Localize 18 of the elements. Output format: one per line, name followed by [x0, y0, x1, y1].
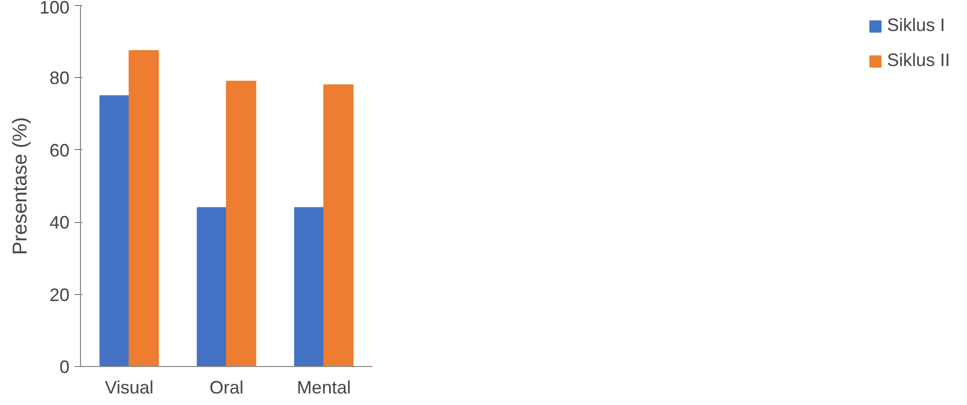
- y-tick-label: 0: [59, 357, 70, 377]
- y-axis-title: Presentase (%): [9, 117, 32, 255]
- bar: [99, 95, 130, 366]
- y-tick-label: 60: [49, 140, 70, 160]
- bar: [196, 207, 227, 366]
- bar: [128, 50, 159, 366]
- y-tick-label: 40: [49, 212, 70, 233]
- bar: [323, 84, 354, 366]
- legend-label: Siklus I: [886, 15, 945, 36]
- x-tick-label: Visual: [104, 378, 154, 398]
- y-tick-label: 20: [49, 284, 70, 305]
- x-tick-label: Mental: [296, 378, 351, 398]
- y-tick-label: 80: [49, 68, 70, 88]
- y-tick-label: 100: [39, 0, 70, 18]
- bar: [226, 80, 256, 366]
- x-tick-label: Oral: [210, 378, 244, 398]
- bar: [294, 207, 324, 366]
- legend-label: Siklus II: [886, 50, 950, 71]
